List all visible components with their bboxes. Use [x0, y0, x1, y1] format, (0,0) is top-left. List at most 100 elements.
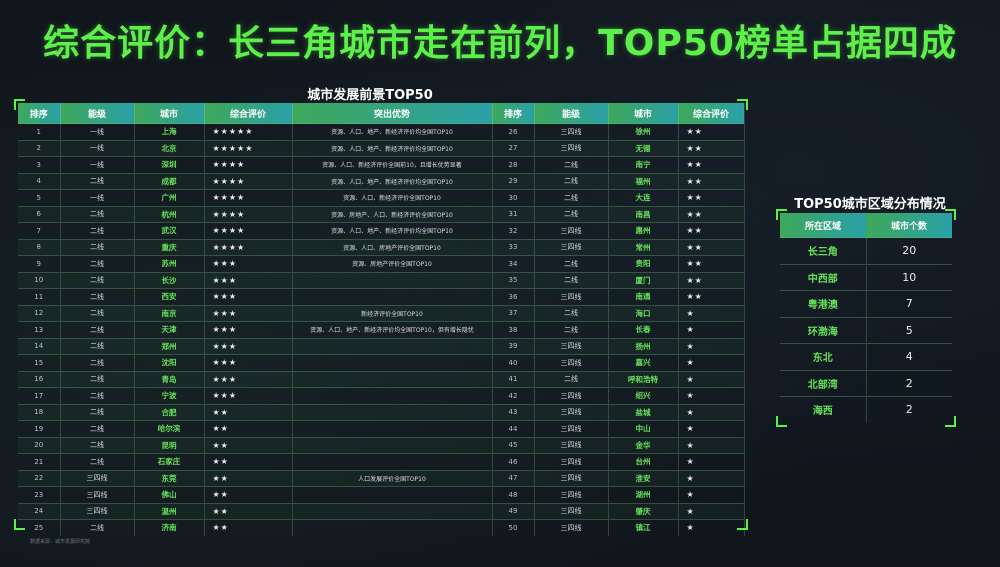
rating-stars: ★★	[204, 519, 293, 536]
city-cell: 金华	[608, 436, 679, 454]
table-row: 14 二线 郑州 ★★★ 39 三四线 扬州 ★	[18, 337, 745, 355]
rank-cell: 6	[18, 205, 61, 223]
tier-cell: 二线	[534, 321, 609, 338]
advantage-cell: 人口发展评价全国TOP10	[292, 469, 493, 487]
rank-cell: 2	[18, 139, 61, 157]
rating-stars: ★	[678, 502, 745, 520]
city-cell: 长沙	[134, 271, 205, 289]
city-cell: 呼和浩特	[608, 370, 679, 388]
tier-cell: 三四线	[534, 519, 609, 536]
table-row: 24 三四线 温州 ★★ 49 三四线 肇庆 ★	[18, 502, 745, 520]
rank-cell: 8	[18, 238, 61, 256]
tier-cell: 三四线	[534, 436, 609, 454]
rank-cell: 36	[492, 288, 535, 305]
tier-cell: 三四线	[534, 420, 609, 437]
tier-cell: 二线	[534, 304, 609, 322]
advantage-cell	[292, 502, 493, 520]
region-count-cell: 5	[866, 316, 952, 344]
frame-corner	[737, 99, 748, 110]
region-header-row: 所在区域 城市个数	[780, 213, 952, 238]
city-cell: 淮安	[608, 469, 679, 487]
advantage-cell	[292, 403, 493, 421]
rating-stars: ★	[678, 420, 745, 437]
frame-corner	[737, 519, 748, 530]
city-cell: 中山	[608, 420, 679, 437]
city-cell: 绍兴	[608, 387, 679, 404]
rating-stars: ★★★★	[204, 172, 293, 190]
region-count-cell: 20	[866, 237, 952, 264]
advantage-cell: 资源、人口、地产、新经济评价均全国TOP10	[292, 222, 493, 239]
rating-stars: ★	[678, 387, 745, 404]
rating-stars: ★★★★	[204, 205, 293, 223]
table-row: 6 二线 杭州 ★★★★ 资源、房地产、人口、新经济评价全国TOP10 31 二线 南昌 ★★	[18, 205, 745, 223]
rank-cell: 14	[18, 337, 61, 355]
rating-stars: ★★	[678, 288, 745, 305]
tier-cell: 三四线	[534, 387, 609, 404]
tier-cell: 三四线	[534, 337, 609, 355]
city-cell: 肇庆	[608, 502, 679, 520]
city-cell: 苏州	[134, 255, 205, 272]
tier-cell: 二线	[60, 271, 135, 289]
region-count-cell: 7	[866, 290, 952, 317]
city-cell: 佛山	[134, 486, 205, 503]
region-name-cell: 长三角	[780, 237, 867, 264]
rating-stars: ★★★★	[204, 156, 293, 173]
rank-cell: 47	[492, 469, 535, 487]
region-name-cell: 海西	[780, 396, 867, 423]
table-row: 11 二线 西安 ★★★ 36 三四线 南通 ★★	[18, 288, 745, 305]
advantage-cell: 资源、人口、新经济评价全国前10，且增长优势显著	[292, 156, 493, 173]
advantage-cell: 新经济评价全国TOP10	[292, 304, 493, 322]
rank-cell: 23	[18, 486, 61, 503]
tier-cell: 二线	[60, 436, 135, 454]
rank-cell: 1	[18, 123, 61, 140]
table-row: 海西 2	[780, 396, 952, 423]
city-cell: 郑州	[134, 337, 205, 355]
frame-corner	[14, 519, 25, 530]
rating-stars: ★	[678, 469, 745, 487]
rank-cell: 26	[492, 123, 535, 140]
tier-cell: 三四线	[60, 502, 135, 520]
tier-cell: 一线	[60, 156, 135, 173]
advantage-cell: 资源、人口、房地产评价全国TOP10	[292, 238, 493, 256]
rank-cell: 13	[18, 321, 61, 338]
region-table: 所在区域 城市个数 长三角 20 中西部 10 粤港澳 7 环渤海 5 东北 4 北部湾 2 海西 2	[780, 213, 952, 423]
city-cell: 济南	[134, 519, 205, 536]
city-cell: 福州	[608, 172, 679, 190]
city-cell: 大连	[608, 189, 679, 206]
tier-cell: 二线	[60, 420, 135, 437]
rating-stars: ★★★	[204, 337, 293, 355]
tier-cell: 二线	[534, 370, 609, 388]
rank-cell: 11	[18, 288, 61, 305]
tier-cell: 二线	[60, 519, 135, 536]
rating-stars: ★★★★	[204, 238, 293, 256]
tier-cell: 二线	[534, 271, 609, 289]
tier-cell: 二线	[60, 337, 135, 355]
table-row: 1 一线 上海 ★★★★★ 资源、人口、地产、新经济评价均全国TOP10 26 三四线 徐州 ★…	[18, 123, 745, 140]
rank-cell: 31	[492, 205, 535, 223]
region-table-title: TOP50城市区域分布情况	[794, 197, 946, 212]
rank-cell: 37	[492, 304, 535, 322]
rank-cell: 35	[492, 271, 535, 289]
table-row: 12 二线 南京 ★★★ 新经济评价全国TOP10 37 二线 海口 ★	[18, 304, 745, 322]
table-row: 3 一线 深圳 ★★★★ 资源、人口、新经济评价全国前10，且增长优势显著 28 二线 南宁 ★…	[18, 156, 745, 173]
tier-cell: 二线	[60, 321, 135, 338]
table-row: 环渤海 5	[780, 316, 952, 344]
rating-stars: ★★	[204, 486, 293, 503]
col-header: 排序	[492, 103, 535, 124]
region-table-frame: 所在区域 城市个数 长三角 20 中西部 10 粤港澳 7 环渤海 5 东北 4 北部湾 2 海西 2	[776, 209, 956, 427]
rank-cell: 48	[492, 486, 535, 503]
tier-cell: 三四线	[534, 486, 609, 503]
table-row: 21 二线 石家庄 ★★ 46 三四线 台州 ★	[18, 453, 745, 470]
table-row: 15 二线 沈阳 ★★★ 40 三四线 嘉兴 ★	[18, 354, 745, 371]
rating-stars: ★★	[204, 403, 293, 421]
rank-cell: 15	[18, 354, 61, 371]
ranking-table-body: 1 一线 上海 ★★★★★ 资源、人口、地产、新经济评价均全国TOP10 26 三四线 徐州 ★…	[18, 123, 745, 536]
rank-cell: 30	[492, 189, 535, 206]
city-cell: 西安	[134, 288, 205, 305]
tier-cell: 一线	[60, 123, 135, 140]
rating-stars: ★★★	[204, 271, 293, 289]
rating-stars: ★★★★★	[204, 123, 293, 140]
rank-cell: 34	[492, 255, 535, 272]
tier-cell: 二线	[60, 370, 135, 388]
advantage-cell	[292, 486, 493, 503]
